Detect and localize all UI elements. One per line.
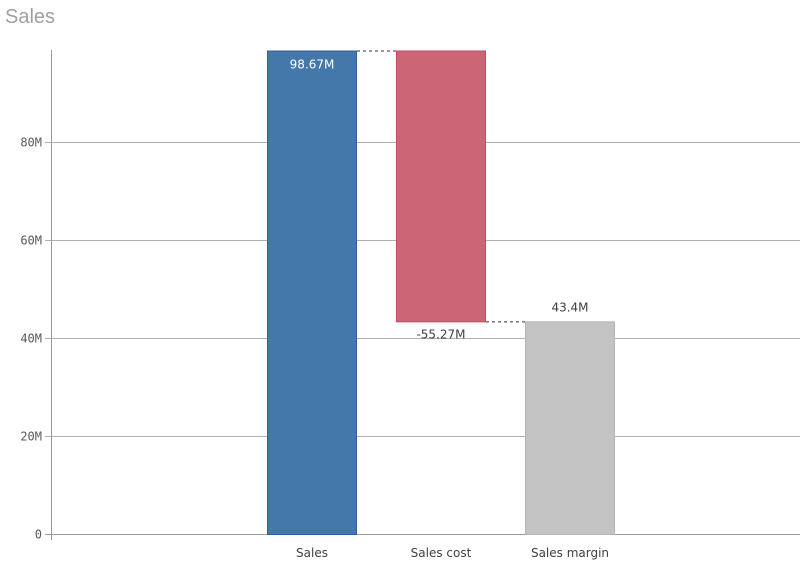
bar-sales-cost — [396, 50, 486, 323]
x-tick-label: Sales — [296, 546, 328, 560]
x-tick-label: Sales cost — [411, 546, 472, 560]
y-tick-label: 40M — [20, 332, 42, 346]
data-label: 43.4M — [551, 300, 588, 314]
y-tick-label: 60M — [20, 234, 42, 248]
x-tick-label: Sales margin — [531, 546, 609, 560]
y-tick-label: 20M — [20, 430, 42, 444]
y-tick-label: 80M — [20, 136, 42, 150]
data-label: 98.67M — [290, 58, 335, 72]
bar-sales-margin — [525, 321, 615, 535]
bar-sales — [267, 50, 357, 535]
data-label: -55.27M — [416, 327, 465, 341]
chart-title: Sales — [5, 6, 56, 28]
y-tick-label: 0 — [35, 528, 42, 542]
